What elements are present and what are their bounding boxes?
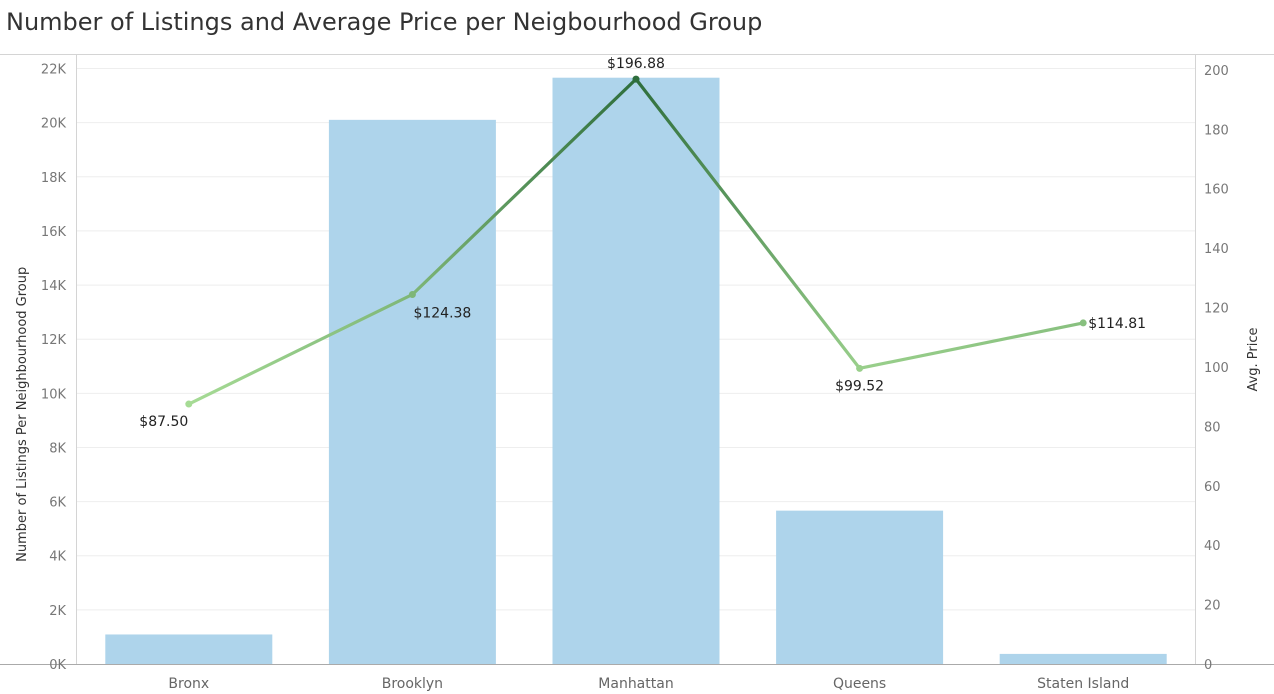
y-left-tick-label: 2K bbox=[49, 604, 66, 619]
line-segment bbox=[187, 292, 414, 406]
y-right-tick-label: 80 bbox=[1204, 420, 1221, 435]
y-right-tick-label: 120 bbox=[1204, 302, 1229, 317]
price-data-label: $87.50 bbox=[139, 414, 188, 430]
y-right-tick-label: 60 bbox=[1204, 480, 1221, 495]
bar-series bbox=[105, 77, 1167, 665]
y-left-tick-label: 18K bbox=[41, 171, 67, 186]
line-segment bbox=[410, 77, 638, 297]
line-point bbox=[408, 291, 416, 299]
line-point bbox=[185, 400, 193, 408]
line-point bbox=[856, 364, 864, 372]
y-right-tick-label: 160 bbox=[1204, 183, 1229, 198]
line-segment bbox=[857, 321, 1085, 370]
y-right-tick-label: 200 bbox=[1204, 64, 1229, 79]
y-left-axis-title: Number of Listings Per Neighbourhood Gro… bbox=[15, 267, 30, 562]
y-left-tick-label: 20K bbox=[41, 117, 67, 132]
price-data-label: $124.38 bbox=[413, 306, 471, 322]
line-segment bbox=[634, 77, 862, 370]
line-point bbox=[632, 75, 640, 83]
y-left-tick-label: 12K bbox=[41, 333, 67, 348]
y-left-tick-label: 22K bbox=[41, 63, 67, 78]
x-category-label: Staten Island bbox=[1037, 676, 1129, 692]
x-category-label: Manhattan bbox=[598, 676, 673, 692]
bar-bronx bbox=[105, 634, 273, 664]
y-left-tick-label: 6K bbox=[49, 496, 66, 511]
y-left-tick-label: 10K bbox=[41, 387, 67, 402]
y-right-tick-label: 180 bbox=[1204, 123, 1229, 138]
bar-brooklyn bbox=[328, 119, 496, 664]
x-category-label: Queens bbox=[833, 676, 886, 692]
y-right-tick-label: 140 bbox=[1204, 242, 1229, 257]
y-left-tick-label: 4K bbox=[49, 550, 66, 565]
y-left-tick-label: 0K bbox=[49, 658, 66, 673]
y-left-tick-label: 16K bbox=[41, 225, 67, 240]
y-right-axis-title: Avg. Price bbox=[1246, 327, 1261, 391]
bar-manhattan bbox=[552, 77, 720, 665]
price-data-label: $99.52 bbox=[835, 378, 884, 394]
y-right-tick-label: 40 bbox=[1204, 539, 1221, 554]
chart-title: Number of Listings and Average Price per… bbox=[6, 8, 763, 36]
y-left-tick-label: 14K bbox=[41, 279, 67, 294]
bar-queens bbox=[776, 510, 944, 664]
line-series bbox=[185, 75, 1087, 408]
y-right-tick-label: 0 bbox=[1204, 658, 1212, 673]
y-right-tick-label: 20 bbox=[1204, 599, 1221, 614]
y-left-tick-label: 8K bbox=[49, 441, 66, 456]
x-category-label: Bronx bbox=[168, 676, 209, 692]
data-labels: $87.50 $124.38 $196.88 $99.52 $114.81 bbox=[139, 56, 1146, 430]
x-category-label: Brooklyn bbox=[382, 676, 443, 692]
price-data-label: $114.81 bbox=[1088, 316, 1146, 332]
line-point bbox=[1079, 319, 1087, 327]
bar-staten-island bbox=[999, 653, 1167, 664]
price-data-label: $196.88 bbox=[607, 56, 665, 72]
axes: 0K 2K 4K 6K 8K 10K 12K 14K 16K 18K 20K 22K 0 20 40 60 80… bbox=[0, 54, 1274, 692]
y-right-tick-label: 100 bbox=[1204, 361, 1229, 376]
